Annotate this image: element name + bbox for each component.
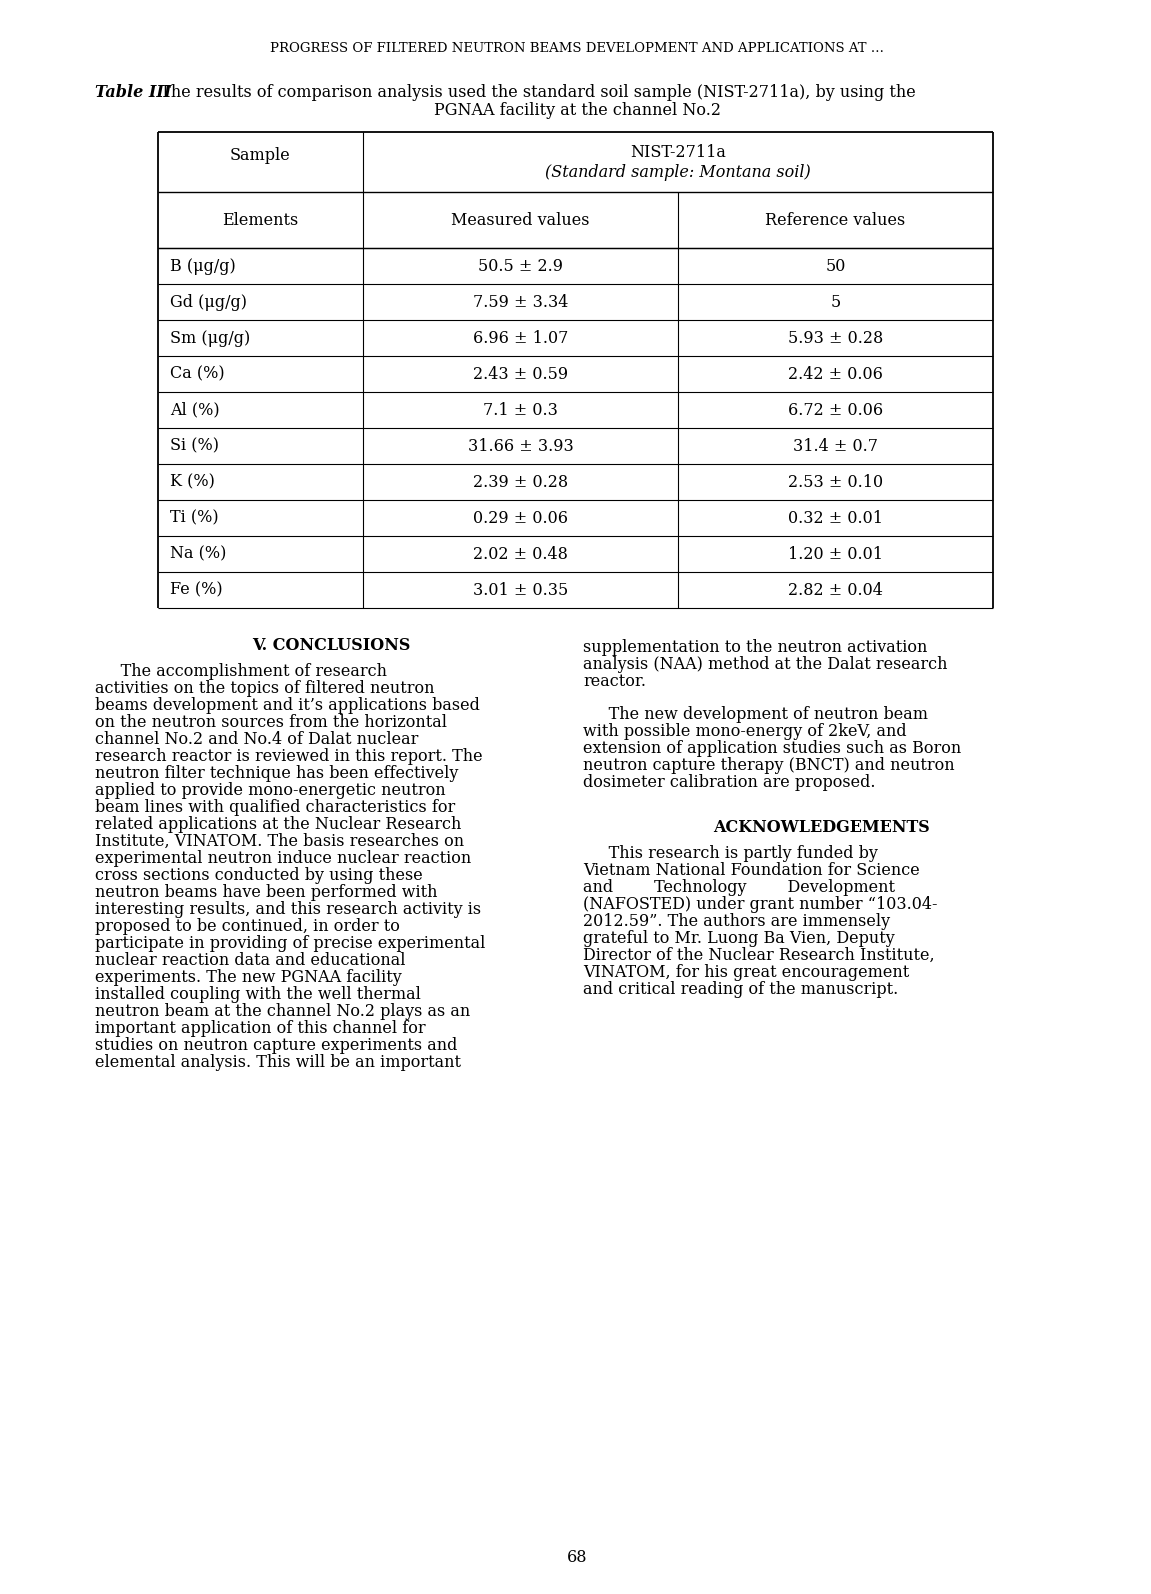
Text: research reactor is reviewed in this report. The: research reactor is reviewed in this rep… [96,748,482,765]
Text: activities on the topics of filtered neutron: activities on the topics of filtered neu… [96,681,434,697]
Text: with possible mono-energy of 2keV, and: with possible mono-energy of 2keV, and [584,724,907,740]
Text: 2.02 ± 0.48: 2.02 ± 0.48 [473,545,567,563]
Text: . The results of comparison analysis used the standard soil sample (NIST-2711a),: . The results of comparison analysis use… [150,84,916,100]
Text: Ti (%): Ti (%) [170,510,219,526]
Text: NIST-2711a: NIST-2711a [630,143,726,161]
Text: applied to provide mono-energetic neutron: applied to provide mono-energetic neutro… [96,783,445,799]
Text: PGNAA facility at the channel No.2: PGNAA facility at the channel No.2 [434,102,721,120]
Text: This research is partly funded by: This research is partly funded by [584,845,878,862]
Text: grateful to Mr. Luong Ba Vien, Deputy: grateful to Mr. Luong Ba Vien, Deputy [584,929,894,947]
Text: Measured values: Measured values [451,212,589,228]
Text: 50.5 ± 2.9: 50.5 ± 2.9 [478,258,563,274]
Text: Director of the Nuclear Research Institute,: Director of the Nuclear Research Institu… [584,947,935,964]
Text: neutron filter technique has been effectively: neutron filter technique has been effect… [96,765,458,783]
Text: B (μg/g): B (μg/g) [170,258,236,274]
Text: 5: 5 [830,293,840,311]
Text: The new development of neutron beam: The new development of neutron beam [584,706,928,724]
Text: (Standard sample: Montana soil): (Standard sample: Montana soil) [546,164,810,180]
Text: 31.4 ± 0.7: 31.4 ± 0.7 [793,437,878,454]
Text: Fe (%): Fe (%) [170,582,222,598]
Text: Table III: Table III [96,84,171,100]
Text: ACKNOWLEDGEMENTS: ACKNOWLEDGEMENTS [714,819,930,835]
Text: Si (%): Si (%) [170,437,219,454]
Text: 3.01 ± 0.35: 3.01 ± 0.35 [473,582,569,598]
Text: 5.93 ± 0.28: 5.93 ± 0.28 [788,330,883,346]
Text: related applications at the Nuclear Research: related applications at the Nuclear Rese… [96,816,462,834]
Text: cross sections conducted by using these: cross sections conducted by using these [96,867,422,885]
Text: 2012.59”. The authors are immensely: 2012.59”. The authors are immensely [584,913,890,929]
Text: 31.66 ± 3.93: 31.66 ± 3.93 [467,437,573,454]
Text: PROGRESS OF FILTERED NEUTRON BEAMS DEVELOPMENT AND APPLICATIONS AT …: PROGRESS OF FILTERED NEUTRON BEAMS DEVEL… [270,41,884,54]
Text: (NAFOSTED) under grant number “103.04-: (NAFOSTED) under grant number “103.04- [584,896,938,913]
Text: and        Technology        Development: and Technology Development [584,878,895,896]
Text: experiments. The new PGNAA facility: experiments. The new PGNAA facility [96,969,402,987]
Text: reactor.: reactor. [584,673,646,690]
Text: VINATOM, for his great encouragement: VINATOM, for his great encouragement [584,964,909,980]
Text: Vietnam National Foundation for Science: Vietnam National Foundation for Science [584,862,920,878]
Text: 7.59 ± 3.34: 7.59 ± 3.34 [473,293,569,311]
Text: supplementation to the neutron activation: supplementation to the neutron activatio… [584,639,928,657]
Text: analysis (NAA) method at the Dalat research: analysis (NAA) method at the Dalat resea… [584,657,947,673]
Text: interesting results, and this research activity is: interesting results, and this research a… [96,901,481,918]
Text: Gd (μg/g): Gd (μg/g) [170,293,247,311]
Text: Sm (μg/g): Sm (μg/g) [170,330,250,346]
Text: Institute, VINATOM. The basis researches on: Institute, VINATOM. The basis researches… [96,834,464,850]
Text: neutron capture therapy (BNCT) and neutron: neutron capture therapy (BNCT) and neutr… [584,757,954,775]
Text: K (%): K (%) [170,473,215,491]
Text: Reference values: Reference values [765,212,906,228]
Text: V. CONCLUSIONS: V. CONCLUSIONS [252,638,411,654]
Text: nuclear reaction data and educational: nuclear reaction data and educational [96,952,405,969]
Text: 50: 50 [825,258,846,274]
Text: experimental neutron induce nuclear reaction: experimental neutron induce nuclear reac… [96,850,471,867]
Text: beam lines with qualified characteristics for: beam lines with qualified characteristic… [96,799,456,816]
Text: elemental analysis. This will be an important: elemental analysis. This will be an impo… [96,1054,462,1071]
Text: studies on neutron capture experiments and: studies on neutron capture experiments a… [96,1038,457,1054]
Text: 2.42 ± 0.06: 2.42 ± 0.06 [788,365,883,383]
Text: 2.43 ± 0.59: 2.43 ± 0.59 [473,365,569,383]
Text: and critical reading of the manuscript.: and critical reading of the manuscript. [584,980,898,998]
Text: dosimeter calibration are proposed.: dosimeter calibration are proposed. [584,775,876,791]
Text: Na (%): Na (%) [170,545,227,563]
Text: neutron beam at the channel No.2 plays as an: neutron beam at the channel No.2 plays a… [96,1003,471,1020]
Text: installed coupling with the well thermal: installed coupling with the well thermal [96,987,421,1003]
Text: 2.53 ± 0.10: 2.53 ± 0.10 [788,473,883,491]
Text: extension of application studies such as Boron: extension of application studies such as… [584,740,961,757]
Text: Sample: Sample [230,147,291,164]
Text: neutron beams have been performed with: neutron beams have been performed with [96,885,437,901]
Text: beams development and it’s applications based: beams development and it’s applications … [96,697,480,714]
Text: participate in providing of precise experimental: participate in providing of precise expe… [96,936,486,952]
Text: channel No.2 and No.4 of Dalat nuclear: channel No.2 and No.4 of Dalat nuclear [96,732,418,748]
Text: Elements: Elements [222,212,298,228]
Text: The accomplishment of research: The accomplishment of research [96,663,387,681]
Text: 6.72 ± 0.06: 6.72 ± 0.06 [788,402,883,419]
Text: on the neutron sources from the horizontal: on the neutron sources from the horizont… [96,714,447,732]
Text: 7.1 ± 0.3: 7.1 ± 0.3 [483,402,558,419]
Text: 0.29 ± 0.06: 0.29 ± 0.06 [473,510,567,526]
Text: 68: 68 [567,1549,588,1565]
Text: important application of this channel for: important application of this channel fo… [96,1020,426,1038]
Text: 2.82 ± 0.04: 2.82 ± 0.04 [788,582,883,598]
Text: Al (%): Al (%) [170,402,220,419]
Text: Ca (%): Ca (%) [170,365,224,383]
Text: 2.39 ± 0.28: 2.39 ± 0.28 [473,473,569,491]
Text: 0.32 ± 0.01: 0.32 ± 0.01 [788,510,883,526]
Text: proposed to be continued, in order to: proposed to be continued, in order to [96,918,399,936]
Text: 6.96 ± 1.07: 6.96 ± 1.07 [473,330,569,346]
Text: 1.20 ± 0.01: 1.20 ± 0.01 [788,545,883,563]
